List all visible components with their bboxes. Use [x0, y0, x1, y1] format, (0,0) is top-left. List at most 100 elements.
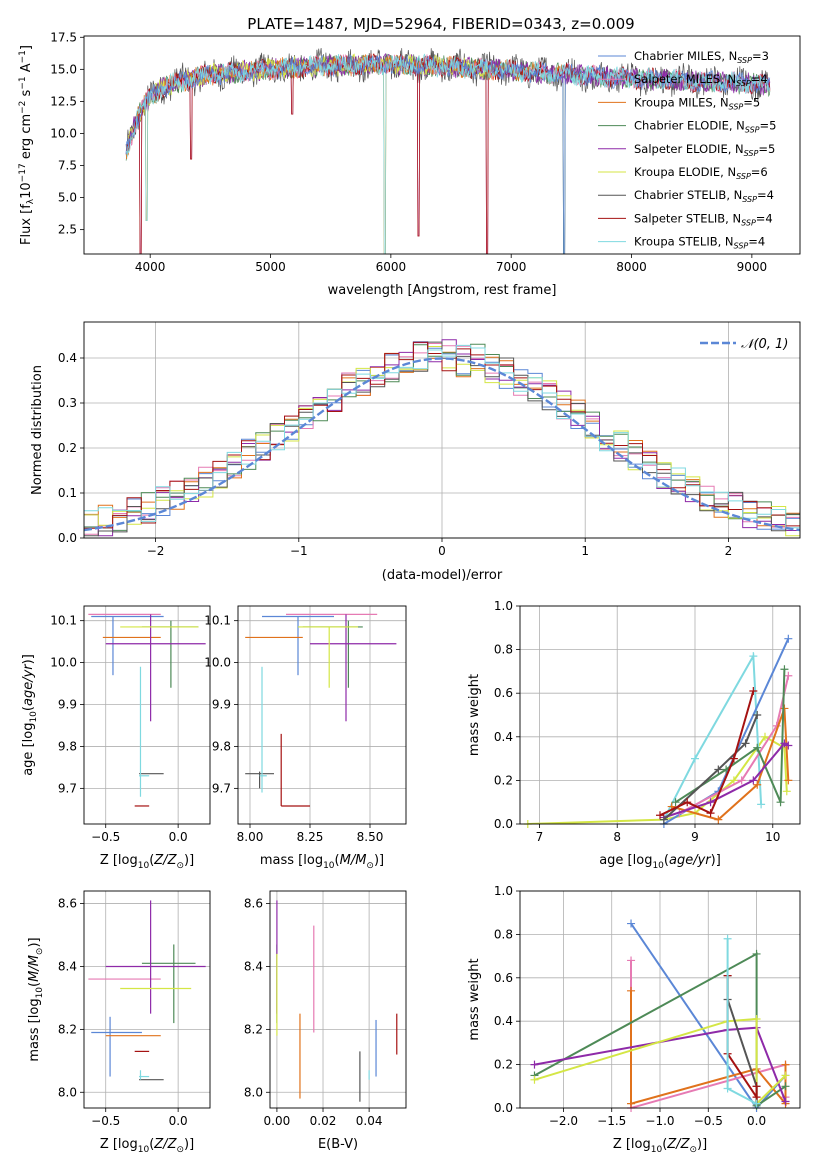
legend-entry: Kroupa ELODIE, NSSP=6 [634, 165, 768, 181]
x-axis-label: Z [log10(Z/Z⊙)] [100, 1137, 194, 1155]
weight-marker [627, 986, 636, 995]
y-tick-label: 9.9 [212, 698, 231, 712]
weight-marker [784, 634, 793, 643]
legend-entry: Salpeter ELODIE, NSSP=5 [634, 142, 775, 158]
x-tick-label: 8 [613, 830, 621, 844]
weight-marker [741, 739, 750, 748]
axes-frame [519, 890, 801, 1109]
weight-marker [757, 800, 766, 809]
weight-marker [753, 780, 762, 789]
x-tick-label: −0.5 [91, 830, 120, 844]
y-axis-label: Normed distribution [30, 365, 45, 495]
weight-marker [656, 811, 664, 820]
weight-marker [753, 711, 762, 719]
y-tick-label: 8.6 [244, 897, 263, 911]
weight-marker [781, 1071, 790, 1080]
y-tick-label: 0.6 [494, 686, 513, 700]
y-tick-label: 8.0 [244, 1085, 263, 1099]
axes-frame [237, 605, 407, 825]
axes-frame [83, 890, 211, 1109]
legend-entry: Chabrier STELIB, NSSP=4 [634, 188, 774, 204]
y-axis-label: mass weight [467, 958, 482, 1040]
y-tick-label: 10.1 [50, 614, 77, 628]
x-tick-label: 10 [765, 830, 780, 844]
x-tick-label: 7 [536, 830, 544, 844]
axes-frame [83, 605, 211, 825]
y-tick-label: 1.0 [494, 884, 513, 898]
y-tick-label: 9.8 [58, 739, 77, 753]
weight-marker [723, 1084, 732, 1093]
legend-entry: Chabrier ELODIE, NSSP=5 [634, 119, 776, 135]
y-tick-label: 9.9 [58, 698, 77, 712]
y-tick-label: 0.2 [494, 773, 513, 787]
weight-marker [784, 741, 793, 750]
weight-marker [781, 1082, 790, 1091]
weight-marker [723, 934, 732, 943]
weight-marker [752, 1082, 761, 1091]
weight-marker [780, 665, 789, 674]
mass-vs-metallicity-panel: −0.5 0.0 8.0 8.2 8.4 8.6 Z [log10(Z/Z⊙)] mass [… [27, 890, 211, 1155]
x-tick-label: 5000 [255, 260, 286, 274]
weight-line-chabrier-miles [663, 638, 790, 824]
x-tick-label: −2.0 [549, 1114, 578, 1128]
y-tick-label: 0.4 [494, 730, 513, 744]
y-tick-label: 0.1 [58, 486, 77, 500]
spectrum-panel: 4000 5000 6000 7000 8000 9000 2.5 5.0 7.5 10.0 12.… [18, 30, 801, 298]
x-tick-label: 0.0 [169, 1114, 188, 1128]
residual-histogram-panel: −2 −1 0 1 2 0.0 0.1 0.2 0.3 0.4 𝒩(0, 1) (data-model… [30, 321, 801, 583]
x-tick-label: −1.5 [597, 1114, 626, 1128]
weight-marker [530, 1075, 539, 1084]
x-tick-label: 0 [438, 544, 446, 558]
normal-curve [84, 357, 800, 532]
y-tick-label: 0.8 [494, 927, 513, 941]
weight-line-chabrier-stelib [663, 714, 759, 821]
y-tick-label: 8.4 [244, 959, 263, 973]
y-tick-label: 8.2 [244, 1022, 263, 1036]
x-axis-label: Z [log10(Z/Z⊙)] [613, 1137, 707, 1155]
x-axis-label: age [log10(age/yr)] [599, 853, 721, 871]
weight-marker [784, 776, 793, 785]
x-tick-label: −1.0 [645, 1114, 674, 1128]
x-axis-label: E(B-V) [318, 1137, 358, 1152]
spectrum-line-chabrier-miles [125, 54, 771, 254]
legend-entry: Kroupa STELIB, NSSP=4 [634, 235, 765, 251]
spectrum-line-kroupa-stelib [125, 53, 771, 254]
weight-line-kroupa-stelib [663, 652, 763, 821]
y-axis-label: mass weight [467, 674, 482, 756]
x-tick-label: 0.02 [310, 1114, 337, 1128]
x-axis-label: (data-model)/error [382, 568, 503, 583]
weight-marker [781, 1060, 790, 1069]
x-tick-label: 7000 [496, 260, 527, 274]
weight-marker [780, 704, 789, 713]
y-tick-label: 0.0 [494, 817, 513, 831]
y-tick-label: 0.2 [494, 1058, 513, 1072]
mass-weight-vs-metallicity-panel: −2.0 −1.5 −1.0 −0.5 0.0 0.0 0.2 0.4 0.6 0.8 1.0 Z [… [467, 884, 801, 1155]
y-tick-label: 0.0 [58, 531, 77, 545]
weight-line-chabrier-stelib [726, 975, 758, 1104]
axes-frame [83, 321, 801, 539]
weight-marker [752, 1015, 761, 1024]
weight-line-chabrier-elodie [675, 669, 786, 804]
y-tick-label: 0.0 [494, 1101, 513, 1115]
legend-entry: Kroupa MILES, NSSP=5 [634, 95, 760, 111]
y-tick-label: 0.4 [494, 1014, 513, 1028]
weight-marker [691, 754, 699, 763]
legend-entry: 𝒩(0, 1) [741, 337, 788, 352]
y-axis-label: Flux [fλ10−17 erg cm−2 s−1 A−1] [18, 45, 36, 245]
y-tick-label: 12.5 [50, 94, 77, 108]
axes-frame [269, 890, 407, 1109]
weight-line-chabrier-miles [630, 922, 787, 1108]
age-vs-metallicity-panel: −0.5 0.0 9.7 9.8 9.9 10.0 10.1 Z [log10(Z/Z⊙)] a… [21, 605, 211, 871]
x-tick-label: 9 [691, 830, 699, 844]
weight-marker [659, 815, 668, 824]
weight-marker [752, 949, 761, 958]
x-tick-label: 0.0 [169, 830, 188, 844]
y-tick-label: 9.7 [58, 781, 77, 795]
legend-entry: Salpeter STELIB, NSSP=4 [634, 211, 773, 227]
weight-marker [530, 1060, 539, 1069]
x-tick-label: 0.00 [264, 1114, 291, 1128]
y-axis-label: mass [log10(M/M⊙)] [27, 937, 45, 1061]
y-tick-label: 0.3 [58, 396, 77, 410]
weight-marker [706, 809, 715, 818]
y-tick-label: 10.0 [50, 126, 77, 140]
